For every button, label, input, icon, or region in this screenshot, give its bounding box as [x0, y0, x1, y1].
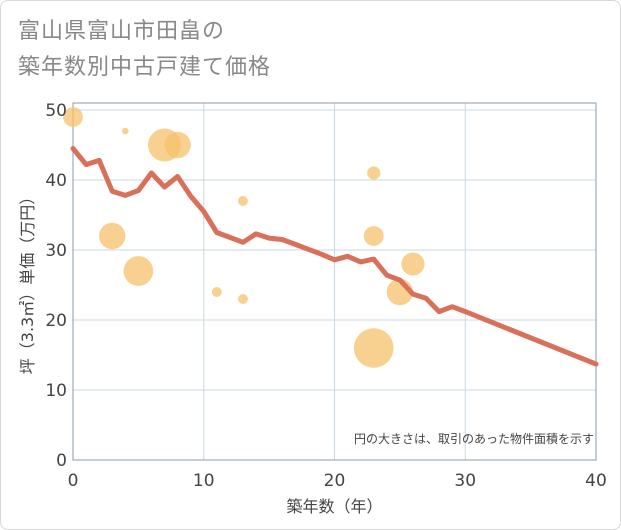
chart-title-line2: 築年数別中古戸建て価格	[18, 55, 272, 80]
chart-title-line1: 富山県富山市田畠の	[18, 19, 226, 44]
x-tick-labels: 0 10 20 30 40	[68, 471, 607, 491]
y-tick-label: 0	[56, 451, 67, 471]
bubble-point	[363, 226, 384, 246]
bubble-point	[238, 294, 248, 304]
bubble-point	[99, 222, 126, 250]
y-axis-label: 坪（3.3㎡）単価（万円）	[18, 189, 37, 374]
x-tick-label: 40	[585, 471, 607, 491]
x-tick-label: 30	[454, 471, 476, 491]
bubble-point	[63, 107, 83, 127]
x-axis-label: 築年数（年）	[286, 497, 382, 516]
y-tick-labels: 0 10 20 30 40 50	[45, 101, 67, 471]
bubble-point	[401, 252, 425, 276]
plot-border	[72, 102, 597, 461]
bubble-point	[238, 196, 248, 206]
chart-title: 富山県富山市田畠の 築年数別中古戸建て価格	[18, 14, 271, 86]
trend-line	[70, 146, 599, 367]
bubble-point	[353, 328, 394, 368]
bubble-point	[367, 166, 381, 180]
x-tick-label: 20	[324, 471, 346, 491]
y-tick-label: 30	[45, 241, 67, 261]
bubble-point	[122, 127, 129, 135]
bubble-size-note: 円の大きさは、取引のあった物件面積を示す	[354, 431, 594, 446]
x-tick-label: 10	[193, 471, 215, 491]
bubble-point	[211, 287, 222, 297]
bubble-point	[123, 256, 154, 286]
y-tick-label: 40	[45, 171, 67, 191]
bubble-point	[164, 131, 191, 159]
y-tick-label: 50	[45, 101, 67, 121]
y-tick-label: 20	[45, 311, 67, 331]
x-tick-label: 0	[68, 471, 79, 491]
bubble-layer	[63, 107, 425, 368]
grid-lines	[72, 103, 597, 461]
y-tick-label: 10	[45, 381, 67, 401]
